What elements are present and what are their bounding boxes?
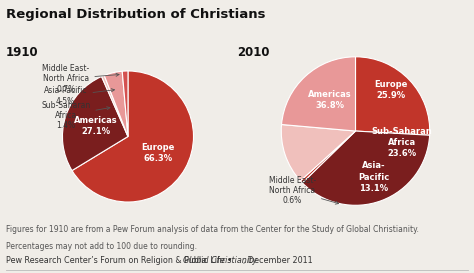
Text: 1910: 1910 bbox=[6, 46, 38, 60]
Text: Sub-Saharan
Africa
1.4%: Sub-Saharan Africa 1.4% bbox=[41, 101, 110, 130]
Wedge shape bbox=[301, 131, 356, 183]
Text: Asia-
Pacific
13.1%: Asia- Pacific 13.1% bbox=[358, 161, 390, 193]
Text: Middle East-
North Africa
0.6%: Middle East- North Africa 0.6% bbox=[269, 176, 338, 205]
Wedge shape bbox=[104, 71, 128, 136]
Text: Pew Research Center’s Forum on Religion & Public Life •: Pew Research Center’s Forum on Religion … bbox=[6, 256, 235, 265]
Text: Americas
27.1%: Americas 27.1% bbox=[73, 116, 117, 136]
Text: Percentages may not add to 100 due to rounding.: Percentages may not add to 100 due to ro… bbox=[6, 242, 197, 251]
Wedge shape bbox=[63, 76, 128, 171]
Text: Sub-Saharan
Africa
23.6%: Sub-Saharan Africa 23.6% bbox=[371, 127, 432, 158]
Wedge shape bbox=[122, 71, 128, 136]
Wedge shape bbox=[101, 75, 128, 136]
Text: Americas
36.8%: Americas 36.8% bbox=[308, 90, 351, 110]
Text: Regional Distribution of Christians: Regional Distribution of Christians bbox=[6, 8, 265, 21]
Wedge shape bbox=[356, 57, 430, 135]
Text: , December 2011: , December 2011 bbox=[243, 256, 312, 265]
Text: Middle East-
North Africa
0.7%: Middle East- North Africa 0.7% bbox=[42, 64, 119, 94]
Text: Europe
25.9%: Europe 25.9% bbox=[374, 80, 408, 100]
Text: Europe
66.3%: Europe 66.3% bbox=[141, 143, 174, 163]
Wedge shape bbox=[72, 71, 193, 202]
Text: Global Christianity: Global Christianity bbox=[182, 256, 256, 265]
Text: 2010: 2010 bbox=[237, 46, 270, 60]
Wedge shape bbox=[281, 124, 356, 181]
Wedge shape bbox=[302, 131, 429, 205]
Text: Asia-Pacific
4.5%: Asia-Pacific 4.5% bbox=[44, 86, 114, 106]
Text: Figures for 1910 are from a Pew Forum analysis of data from the Center for the S: Figures for 1910 are from a Pew Forum an… bbox=[6, 225, 419, 234]
Wedge shape bbox=[282, 57, 356, 131]
